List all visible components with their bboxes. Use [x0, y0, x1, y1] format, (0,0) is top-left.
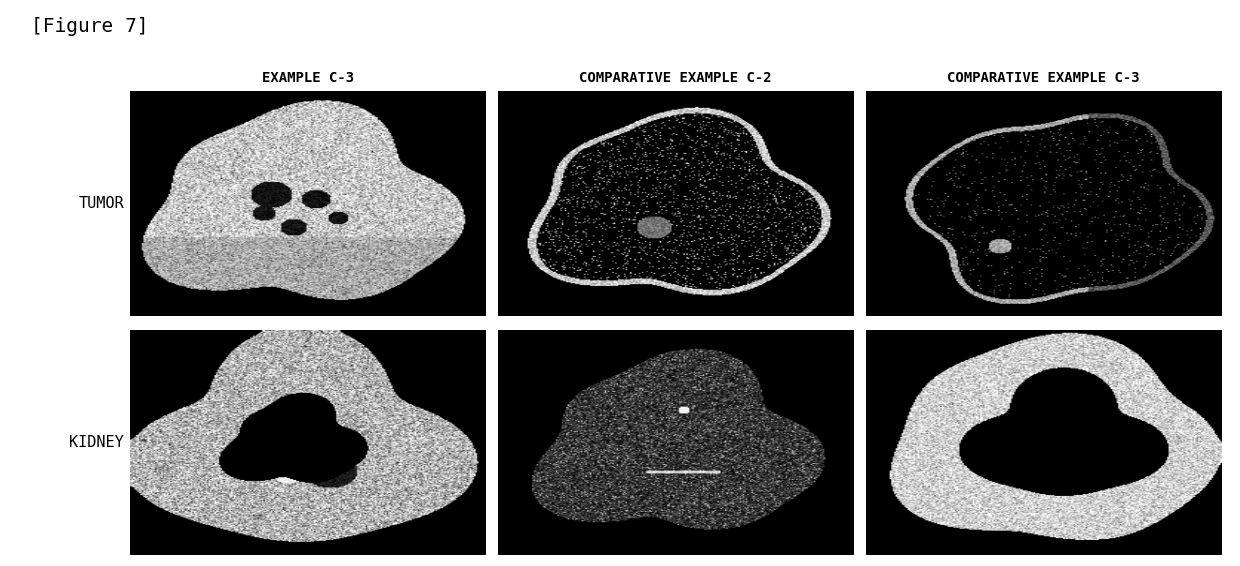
Text: KIDNEY: KIDNEY [69, 435, 124, 450]
Text: [Figure 7]: [Figure 7] [31, 17, 149, 36]
Text: EXAMPLE C-3: EXAMPLE C-3 [262, 71, 353, 85]
Text: COMPARATIVE EXAMPLE C-2: COMPARATIVE EXAMPLE C-2 [579, 71, 773, 85]
Text: TUMOR: TUMOR [78, 195, 124, 211]
Text: COMPARATIVE EXAMPLE C-3: COMPARATIVE EXAMPLE C-3 [947, 71, 1140, 85]
